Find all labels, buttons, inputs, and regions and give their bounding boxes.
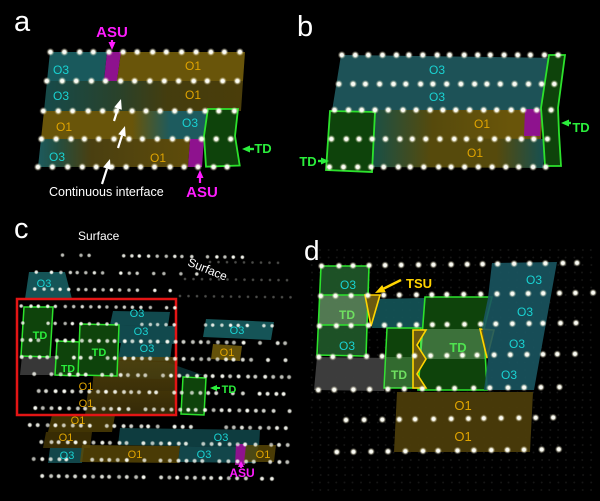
svg-text:O1: O1: [185, 88, 201, 102]
svg-text:O3: O3: [517, 305, 533, 319]
svg-text:O1: O1: [71, 415, 86, 427]
svg-text:O3: O3: [182, 116, 198, 130]
svg-text:O1: O1: [474, 117, 490, 131]
svg-text:O1: O1: [59, 432, 74, 444]
svg-text:O1: O1: [79, 398, 94, 410]
svg-text:O3: O3: [230, 325, 245, 337]
svg-text:O1: O1: [454, 398, 471, 413]
svg-text:TD: TD: [92, 347, 107, 359]
svg-text:O3: O3: [53, 63, 69, 77]
svg-text:ASU: ASU: [186, 184, 218, 201]
svg-text:O3: O3: [37, 278, 52, 290]
svg-text:O3: O3: [214, 432, 229, 444]
svg-text:O1: O1: [220, 347, 235, 359]
svg-text:TD: TD: [222, 384, 237, 396]
svg-text:c: c: [14, 213, 29, 245]
svg-text:O3: O3: [509, 337, 525, 351]
svg-text:O1: O1: [56, 120, 72, 134]
svg-text:TD: TD: [33, 330, 48, 342]
svg-text:TD: TD: [391, 368, 407, 382]
svg-text:TD: TD: [299, 154, 316, 169]
svg-text:O1: O1: [185, 59, 201, 73]
svg-text:O3: O3: [60, 450, 75, 462]
svg-text:O1: O1: [79, 381, 94, 393]
svg-text:O3: O3: [501, 368, 517, 382]
svg-text:O1: O1: [256, 449, 271, 461]
svg-text:O1: O1: [150, 151, 166, 165]
svg-text:TSU: TSU: [406, 276, 432, 291]
svg-text:d: d: [304, 235, 320, 266]
svg-text:b: b: [297, 11, 313, 43]
svg-text:O3: O3: [429, 90, 445, 104]
svg-text:O3: O3: [130, 308, 145, 320]
svg-text:O1: O1: [454, 429, 471, 444]
svg-text:O3: O3: [140, 343, 155, 355]
svg-text:O3: O3: [526, 273, 542, 287]
svg-text:TD: TD: [339, 308, 355, 322]
svg-text:TD: TD: [254, 141, 271, 156]
svg-text:O3: O3: [197, 449, 212, 461]
svg-text:O3: O3: [134, 326, 149, 338]
svg-text:O3: O3: [49, 150, 65, 164]
svg-text:TD: TD: [61, 363, 75, 375]
svg-text:TD: TD: [572, 120, 589, 135]
svg-text:O1: O1: [128, 449, 143, 461]
svg-text:ASU: ASU: [96, 24, 128, 41]
svg-text:O3: O3: [340, 278, 356, 292]
svg-text:O3: O3: [429, 63, 445, 77]
svg-text:Surface: Surface: [78, 229, 120, 243]
svg-text:O3: O3: [53, 89, 69, 103]
svg-text:ASU: ASU: [229, 466, 254, 480]
svg-text:a: a: [14, 6, 31, 38]
svg-text:O3: O3: [339, 339, 355, 353]
svg-text:TD: TD: [449, 340, 466, 355]
svg-text:O1: O1: [467, 146, 483, 160]
svg-text:Continuous interface: Continuous interface: [49, 185, 164, 199]
